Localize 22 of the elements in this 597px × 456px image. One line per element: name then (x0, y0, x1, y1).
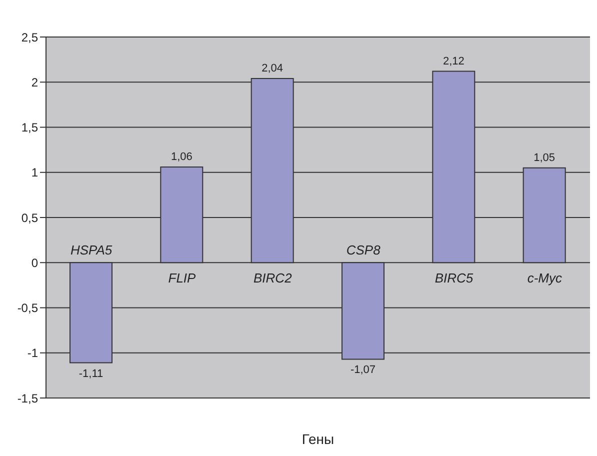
x-tick-label: BIRC5 (434, 270, 474, 286)
y-tick-label: 0 (31, 256, 38, 270)
y-tick-label: -1,5 (17, 391, 38, 406)
data-label: 2,12 (442, 55, 464, 68)
y-tick-label: -0,5 (17, 301, 38, 316)
x-tick-label: c-Myc (527, 270, 562, 286)
y-tick-label: -1 (27, 346, 38, 360)
y-tick-label: 0,5 (21, 210, 38, 225)
x-axis-title: Гены (302, 431, 334, 447)
data-label: -1,11 (78, 368, 104, 380)
x-tick-label: HSPA5 (70, 242, 113, 258)
y-tick-label: 1,5 (21, 120, 38, 135)
y-tick-label: 2 (31, 75, 38, 90)
data-label: 1,06 (170, 150, 192, 163)
x-tick-label: BIRC2 (254, 270, 293, 286)
data-label: 2,04 (262, 62, 284, 75)
y-tick-label: 1 (31, 166, 38, 180)
x-tick-label: CSP8 (346, 242, 382, 258)
data-label: 1,05 (534, 152, 556, 164)
data-label: -1,07 (350, 364, 376, 376)
y-tick-label: 2,5 (21, 30, 38, 44)
x-tick-label: FLIP (168, 270, 196, 286)
